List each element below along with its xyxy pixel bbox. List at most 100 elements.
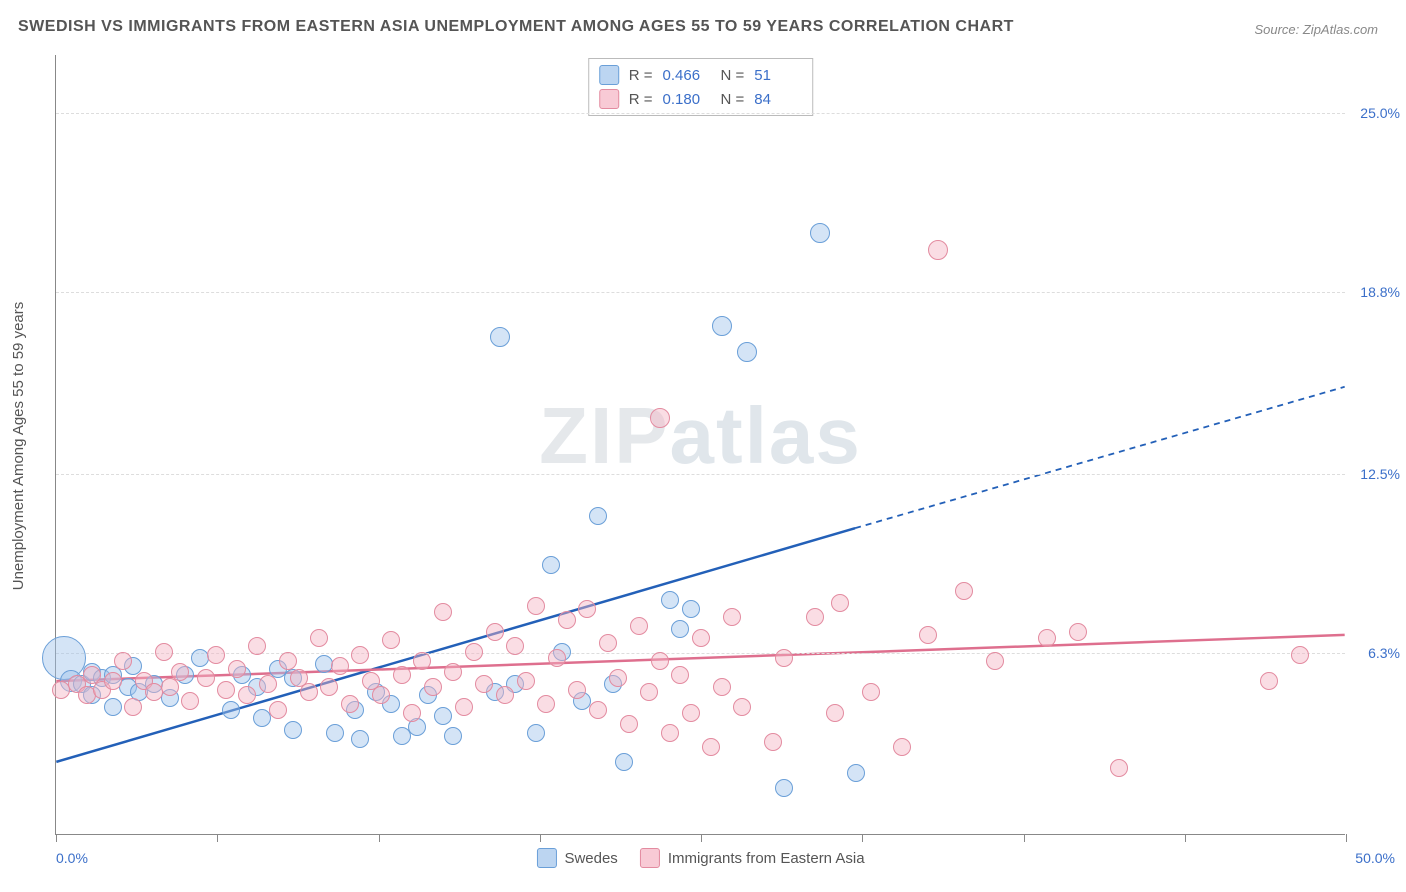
- scatter-point: [1260, 672, 1278, 690]
- scatter-point: [737, 342, 757, 362]
- x-tick-mark: [56, 834, 57, 842]
- scatter-point: [320, 678, 338, 696]
- x-axis-max-label: 50.0%: [1355, 850, 1395, 866]
- r-label: R =: [629, 67, 653, 84]
- scatter-point: [331, 657, 349, 675]
- scatter-point: [775, 779, 793, 797]
- r-value-2: 0.180: [663, 91, 711, 108]
- scatter-point: [775, 649, 793, 667]
- scatter-point: [537, 695, 555, 713]
- scatter-point: [1110, 759, 1128, 777]
- scatter-point: [589, 701, 607, 719]
- scatter-point: [413, 652, 431, 670]
- scatter-point: [671, 620, 689, 638]
- scatter-point: [341, 695, 359, 713]
- gridline: [56, 474, 1345, 475]
- scatter-point: [326, 724, 344, 742]
- scatter-point: [1038, 629, 1056, 647]
- scatter-point: [382, 631, 400, 649]
- scatter-point: [589, 507, 607, 525]
- n-label: N =: [721, 91, 745, 108]
- scatter-point: [806, 608, 824, 626]
- scatter-point: [207, 646, 225, 664]
- scatter-point: [826, 704, 844, 722]
- y-tick-label: 18.8%: [1360, 284, 1400, 300]
- scatter-point: [599, 634, 617, 652]
- scatter-point: [542, 556, 560, 574]
- legend-stats-row-1: R = 0.466 N = 51: [599, 63, 803, 87]
- scatter-point: [351, 730, 369, 748]
- scatter-point: [1291, 646, 1309, 664]
- r-label: R =: [629, 91, 653, 108]
- y-tick-label: 25.0%: [1360, 105, 1400, 121]
- scatter-point: [455, 698, 473, 716]
- scatter-point: [620, 715, 638, 733]
- scatter-point: [517, 672, 535, 690]
- scatter-point: [928, 240, 948, 260]
- scatter-point: [671, 666, 689, 684]
- scatter-point: [893, 738, 911, 756]
- gridline: [56, 292, 1345, 293]
- y-axis-label: Unemployment Among Ages 55 to 59 years: [10, 302, 27, 591]
- scatter-point: [847, 764, 865, 782]
- legend-item-swedes: Swedes: [536, 848, 617, 868]
- scatter-point: [279, 652, 297, 670]
- trend-lines-svg: [56, 55, 1345, 834]
- scatter-point: [114, 652, 132, 670]
- scatter-point: [702, 738, 720, 756]
- x-tick-mark: [1185, 834, 1186, 842]
- scatter-point: [650, 408, 670, 428]
- scatter-point: [640, 683, 658, 701]
- chart-title: SWEDISH VS IMMIGRANTS FROM EASTERN ASIA …: [18, 18, 1014, 36]
- legend-item-immigrants: Immigrants from Eastern Asia: [640, 848, 865, 868]
- scatter-point: [424, 678, 442, 696]
- scatter-point: [723, 608, 741, 626]
- scatter-point: [284, 721, 302, 739]
- scatter-point: [181, 692, 199, 710]
- scatter-point: [568, 681, 586, 699]
- scatter-point: [713, 678, 731, 696]
- gridline: [56, 653, 1345, 654]
- scatter-point: [434, 707, 452, 725]
- scatter-point: [434, 603, 452, 621]
- scatter-point: [269, 701, 287, 719]
- scatter-point: [155, 643, 173, 661]
- scatter-point: [496, 686, 514, 704]
- scatter-point: [862, 683, 880, 701]
- legend-series: Swedes Immigrants from Eastern Asia: [536, 848, 864, 868]
- scatter-point: [124, 698, 142, 716]
- scatter-point: [197, 669, 215, 687]
- scatter-point: [259, 675, 277, 693]
- scatter-point: [527, 597, 545, 615]
- scatter-point: [486, 623, 504, 641]
- scatter-point: [372, 686, 390, 704]
- scatter-point: [692, 629, 710, 647]
- scatter-point: [475, 675, 493, 693]
- scatter-point: [548, 649, 566, 667]
- x-tick-mark: [862, 834, 863, 842]
- scatter-point: [955, 582, 973, 600]
- legend-label-1: Swedes: [564, 850, 617, 867]
- scatter-point: [919, 626, 937, 644]
- scatter-point: [444, 663, 462, 681]
- n-value-2: 84: [754, 91, 802, 108]
- x-tick-mark: [379, 834, 380, 842]
- blue-swatch-icon: [599, 65, 619, 85]
- scatter-point: [630, 617, 648, 635]
- scatter-point: [1069, 623, 1087, 641]
- scatter-point: [238, 686, 256, 704]
- x-tick-mark: [1024, 834, 1025, 842]
- gridline: [56, 113, 1345, 114]
- scatter-point: [558, 611, 576, 629]
- scatter-point: [465, 643, 483, 661]
- scatter-point: [712, 316, 732, 336]
- source-label: Source: ZipAtlas.com: [1254, 22, 1378, 37]
- legend-stats-row-2: R = 0.180 N = 84: [599, 87, 803, 111]
- scatter-point: [217, 681, 235, 699]
- scatter-point: [810, 223, 830, 243]
- pink-swatch-icon: [640, 848, 660, 868]
- pink-swatch-icon: [599, 89, 619, 109]
- scatter-point: [615, 753, 633, 771]
- scatter-point: [222, 701, 240, 719]
- x-tick-mark: [217, 834, 218, 842]
